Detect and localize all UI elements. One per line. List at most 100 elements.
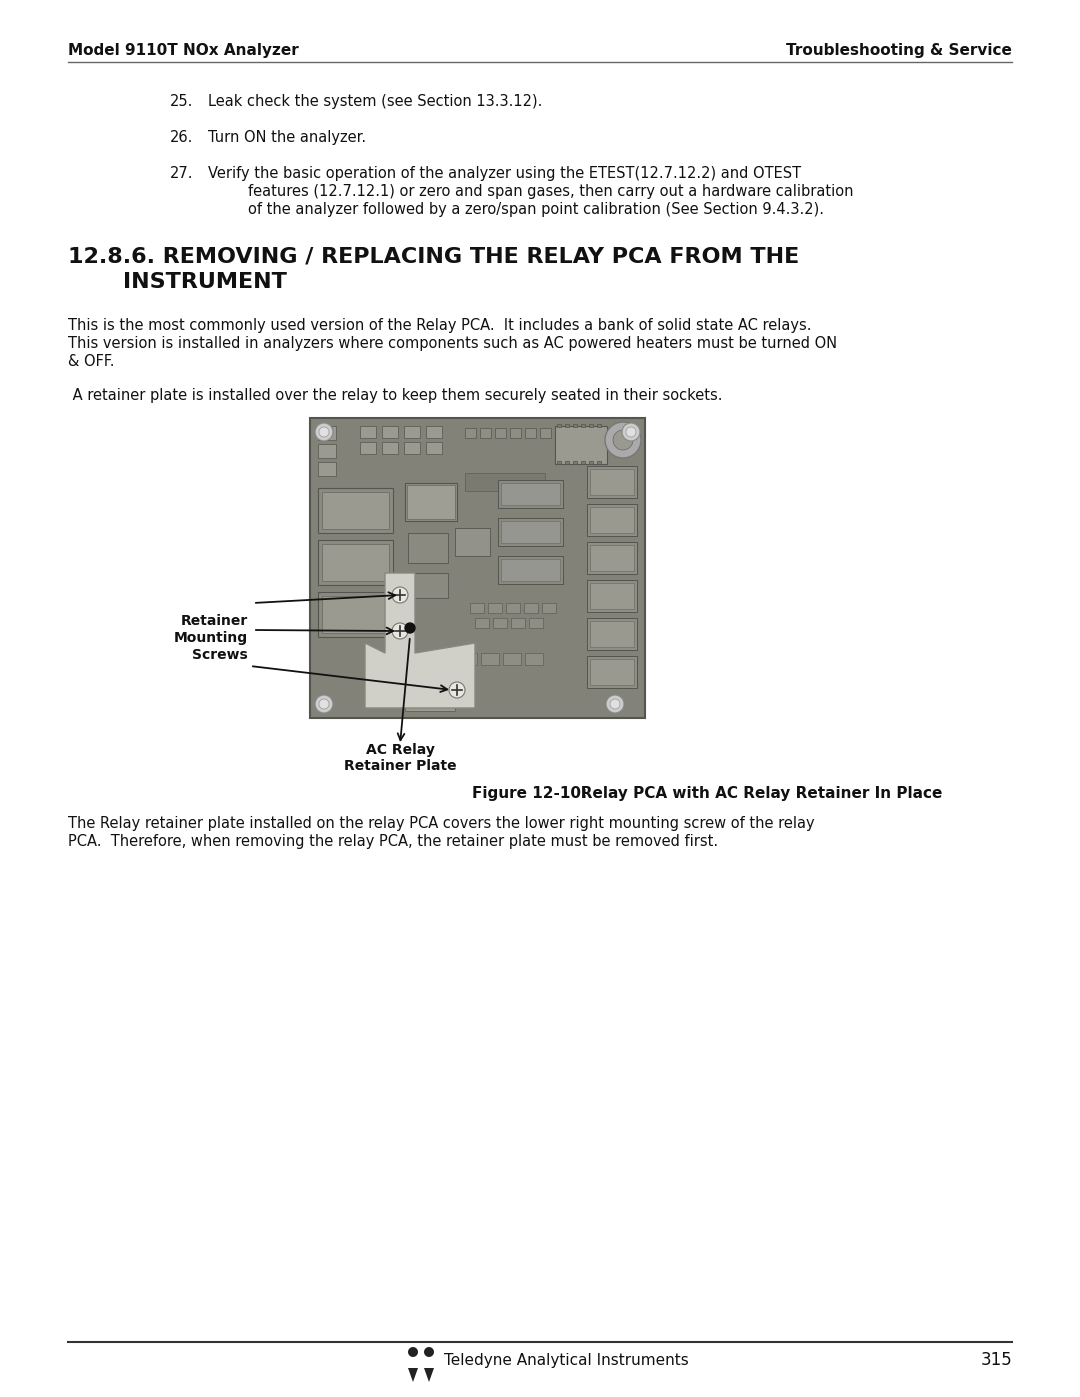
Bar (382, 441, 399, 454)
Circle shape (613, 430, 633, 450)
Bar (492, 617, 507, 629)
Bar (318, 488, 393, 534)
Bar (405, 483, 457, 521)
Circle shape (319, 698, 329, 710)
Text: Figure 12-10:: Figure 12-10: (472, 787, 588, 800)
Text: Verify the basic operation of the analyzer using the ETEST(12.7.12.2) and OTEST: Verify the basic operation of the analyz… (208, 166, 801, 182)
Text: & OFF.: & OFF. (68, 353, 114, 369)
Bar (581, 461, 585, 464)
Bar (589, 461, 593, 464)
Bar (426, 426, 442, 439)
Circle shape (392, 623, 408, 638)
Bar (437, 652, 455, 665)
Bar (318, 541, 393, 585)
Circle shape (315, 694, 333, 712)
Circle shape (622, 423, 640, 441)
Text: 315: 315 (981, 1351, 1012, 1369)
Bar (525, 652, 543, 665)
Bar (590, 659, 634, 685)
Text: Teledyne Analytical Instruments: Teledyne Analytical Instruments (444, 1352, 689, 1368)
Circle shape (626, 427, 636, 437)
Bar (588, 504, 637, 536)
Bar (498, 518, 563, 546)
Polygon shape (424, 1368, 434, 1382)
Bar (318, 592, 393, 637)
Text: AC Relay: AC Relay (365, 743, 434, 757)
Text: 25.: 25. (170, 94, 193, 109)
Bar (588, 542, 637, 574)
Text: Leak check the system (see Section 13.3.12).: Leak check the system (see Section 13.3.… (208, 94, 542, 109)
Bar (590, 469, 634, 495)
Text: Model 9110T NOx Analyzer: Model 9110T NOx Analyzer (68, 42, 299, 57)
Bar (408, 534, 448, 563)
Text: 12.8.6. REMOVING / REPLACING THE RELAY PCA FROM THE: 12.8.6. REMOVING / REPLACING THE RELAY P… (68, 246, 799, 265)
Bar (540, 427, 551, 439)
Bar (588, 617, 637, 650)
Bar (382, 426, 399, 439)
Bar (415, 652, 433, 665)
Bar (590, 545, 634, 571)
Bar (480, 427, 491, 439)
Bar (525, 427, 536, 439)
Bar (573, 425, 577, 427)
Bar (426, 441, 442, 454)
Circle shape (405, 623, 415, 633)
Bar (318, 444, 336, 458)
Bar (498, 556, 563, 584)
Bar (511, 617, 525, 629)
Polygon shape (408, 1368, 418, 1382)
Bar (405, 683, 455, 711)
Bar (589, 425, 593, 427)
Bar (581, 425, 585, 427)
Bar (360, 426, 376, 439)
Bar (565, 461, 569, 464)
Bar (455, 528, 490, 556)
Circle shape (610, 698, 620, 710)
Bar (501, 521, 561, 543)
Text: features (12.7.12.1) or zero and span gases, then carry out a hardware calibrati: features (12.7.12.1) or zero and span ga… (248, 184, 853, 198)
Bar (322, 597, 389, 633)
Bar (459, 652, 477, 665)
Bar (542, 604, 556, 613)
Bar (498, 481, 563, 509)
Bar (481, 652, 499, 665)
Bar (465, 474, 545, 490)
Bar (588, 467, 637, 497)
Bar (597, 461, 600, 464)
Bar (322, 492, 389, 529)
Bar (510, 427, 521, 439)
Bar (590, 507, 634, 534)
Bar (501, 483, 561, 504)
Bar (475, 617, 489, 629)
Bar (555, 426, 607, 464)
Bar (470, 604, 484, 613)
Text: Turn ON the analyzer.: Turn ON the analyzer. (208, 130, 366, 145)
Circle shape (424, 1347, 434, 1356)
Bar (557, 425, 561, 427)
Bar (488, 604, 502, 613)
Text: PCA.  Therefore, when removing the relay PCA, the retainer plate must be removed: PCA. Therefore, when removing the relay … (68, 834, 718, 849)
Bar (590, 622, 634, 647)
Bar (570, 427, 581, 439)
Bar (503, 652, 521, 665)
Text: Retainer
Mounting
Screws: Retainer Mounting Screws (174, 613, 248, 662)
Bar (318, 462, 336, 476)
Bar (408, 573, 448, 598)
Text: Retainer Plate: Retainer Plate (343, 759, 457, 773)
Bar (322, 543, 389, 581)
Bar (407, 485, 455, 520)
Text: A retainer plate is installed over the relay to keep them securely seated in the: A retainer plate is installed over the r… (68, 388, 723, 402)
Bar (555, 427, 566, 439)
Circle shape (449, 682, 465, 698)
Circle shape (315, 423, 333, 441)
Bar (404, 426, 420, 439)
Text: Relay PCA with AC Relay Retainer In Place: Relay PCA with AC Relay Retainer In Plac… (565, 787, 943, 800)
Text: Troubleshooting & Service: Troubleshooting & Service (786, 42, 1012, 57)
Bar (557, 461, 561, 464)
Bar (590, 583, 634, 609)
Bar (588, 657, 637, 687)
Bar (573, 461, 577, 464)
Bar (565, 425, 569, 427)
Bar (588, 580, 637, 612)
Bar (597, 425, 600, 427)
